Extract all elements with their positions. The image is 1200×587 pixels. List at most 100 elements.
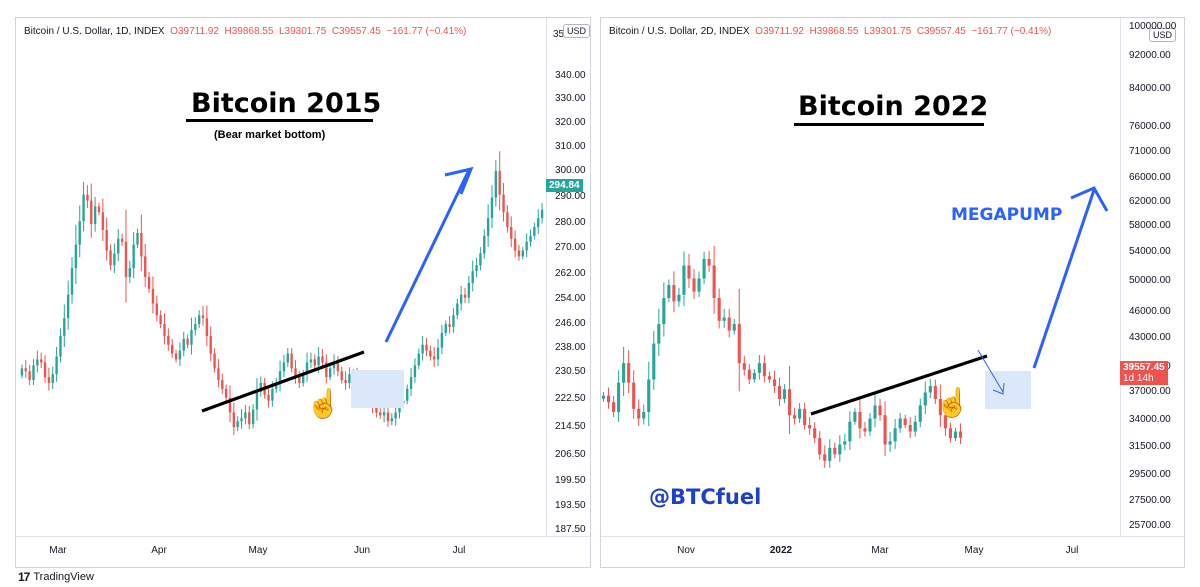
dip-arrow-head — [992, 382, 1005, 395]
candle-body — [286, 353, 289, 363]
time-axis[interactable]: Nov 2022 Mar May Jul — [601, 536, 1184, 567]
candle-body — [144, 256, 147, 278]
candle-body — [128, 268, 132, 278]
highlight-zone — [985, 371, 1031, 409]
tradingview-logo: 17 — [18, 570, 30, 584]
candle-body — [328, 368, 332, 378]
high-value: H39868.55 — [809, 26, 859, 37]
tradingview-footer[interactable]: 17 TradingView — [18, 570, 94, 584]
candle-body — [444, 324, 447, 333]
candle-body — [667, 285, 671, 299]
price-axis[interactable]: 340.00 330.00 320.00 310.00 300.00 290.00 280.… — [546, 18, 592, 537]
candle-body — [59, 335, 62, 357]
candle-body — [413, 365, 417, 378]
time-axis[interactable]: Mar Apr May Jun Jul — [16, 536, 590, 567]
candle-body — [221, 380, 224, 389]
candle-body — [201, 315, 205, 319]
candle-body — [757, 363, 761, 373]
candle-body — [255, 391, 259, 410]
time-tick-label: May — [964, 545, 984, 556]
price-tick-label: 270.00 — [555, 242, 586, 253]
candle-body — [510, 226, 513, 239]
candle-body — [938, 398, 942, 416]
candle-body — [486, 218, 490, 236]
candle-body — [908, 425, 912, 432]
candles — [20, 151, 544, 435]
candle-body — [833, 447, 837, 455]
candle-body — [772, 379, 777, 386]
candle-body — [479, 253, 482, 266]
author-handle: @BTCfuel — [649, 485, 762, 509]
time-tick-label: May — [248, 545, 268, 556]
candle-body — [425, 344, 428, 351]
chart-panel-2022[interactable]: ☝ Bitcoin / U.S. Dollar, 2D, INDEX O3971… — [600, 17, 1185, 568]
candle-body — [903, 418, 907, 426]
candle-body — [55, 356, 58, 375]
candlestick-chart-2015[interactable]: ☝ — [16, 18, 590, 539]
candle-body — [290, 353, 293, 369]
highlight-zone — [351, 370, 404, 408]
candle-body — [197, 315, 201, 325]
candle-body — [43, 362, 47, 378]
candle-body — [224, 388, 228, 398]
candle-body — [843, 441, 847, 445]
candle-body — [267, 394, 270, 401]
candle-body — [838, 444, 842, 455]
price-tick-label: 84000.00 — [1129, 83, 1171, 94]
price-tick-label: 100000.00 — [1129, 21, 1177, 32]
currency-badge[interactable]: USD — [1149, 28, 1177, 42]
price-tick-label: 320.00 — [555, 117, 586, 128]
candle-body — [873, 405, 877, 419]
candle-body — [82, 194, 85, 222]
chart-subtitle: (Bear market bottom) — [214, 129, 326, 141]
candle-body — [186, 338, 189, 345]
price-tick-label: 340.00 — [555, 70, 586, 81]
candle-body — [174, 353, 178, 360]
candle-body — [282, 362, 286, 372]
price-tick-label: 238.00 — [555, 342, 586, 353]
candle-body — [793, 415, 797, 419]
pump-arrow-line — [384, 169, 471, 343]
candle-body — [436, 347, 440, 360]
candle-body — [823, 454, 827, 461]
candle-body — [240, 418, 243, 422]
last-price-badge: 39557.45 1d 14h — [1120, 361, 1168, 385]
chart-title: Bitcoin 2022 — [798, 91, 989, 122]
chart-panel-2015[interactable]: ☝ Bitcoin / U.S. Dollar, 1D, INDEX O3971… — [15, 17, 591, 568]
candle-body — [375, 406, 378, 413]
candle-body — [787, 389, 792, 416]
price-axis[interactable]: 100000.00 92000.00 84000.00 76000.00 71000.0… — [1120, 18, 1186, 537]
candle-body — [878, 405, 882, 416]
candle-body — [692, 278, 696, 292]
candle-body — [762, 363, 766, 377]
candle-body — [808, 425, 812, 429]
candle-body — [301, 374, 305, 383]
open-value: O39711.92 — [755, 26, 804, 37]
price-tick-label: 246.00 — [555, 318, 586, 329]
candlestick-chart-2022[interactable]: ☝ — [601, 18, 1184, 539]
candle-body — [178, 350, 182, 360]
price-tick-label: 300.00 — [555, 165, 586, 176]
candle-body — [777, 385, 782, 399]
candle-body — [707, 258, 711, 266]
candle-body — [113, 253, 116, 266]
close-value: C39557.45 — [331, 26, 381, 37]
price-tick-label: 330.00 — [555, 93, 586, 104]
candle-body — [888, 441, 892, 445]
candle-body — [294, 368, 297, 378]
candle-body — [459, 294, 463, 304]
candle-body — [409, 377, 413, 389]
price-tick-label: 280.00 — [555, 217, 586, 228]
candle-body — [163, 324, 166, 336]
candle-body — [913, 421, 917, 432]
candle-body — [898, 418, 902, 429]
candle-body — [440, 332, 444, 348]
candle-body — [101, 212, 105, 230]
candle-body — [948, 428, 952, 439]
candle-body — [120, 238, 124, 242]
candle-body — [278, 371, 282, 383]
candle-body — [313, 359, 316, 366]
candle-body — [117, 238, 120, 254]
currency-badge[interactable]: USD — [563, 24, 591, 38]
price-tick-label: 187.50 — [555, 524, 586, 535]
